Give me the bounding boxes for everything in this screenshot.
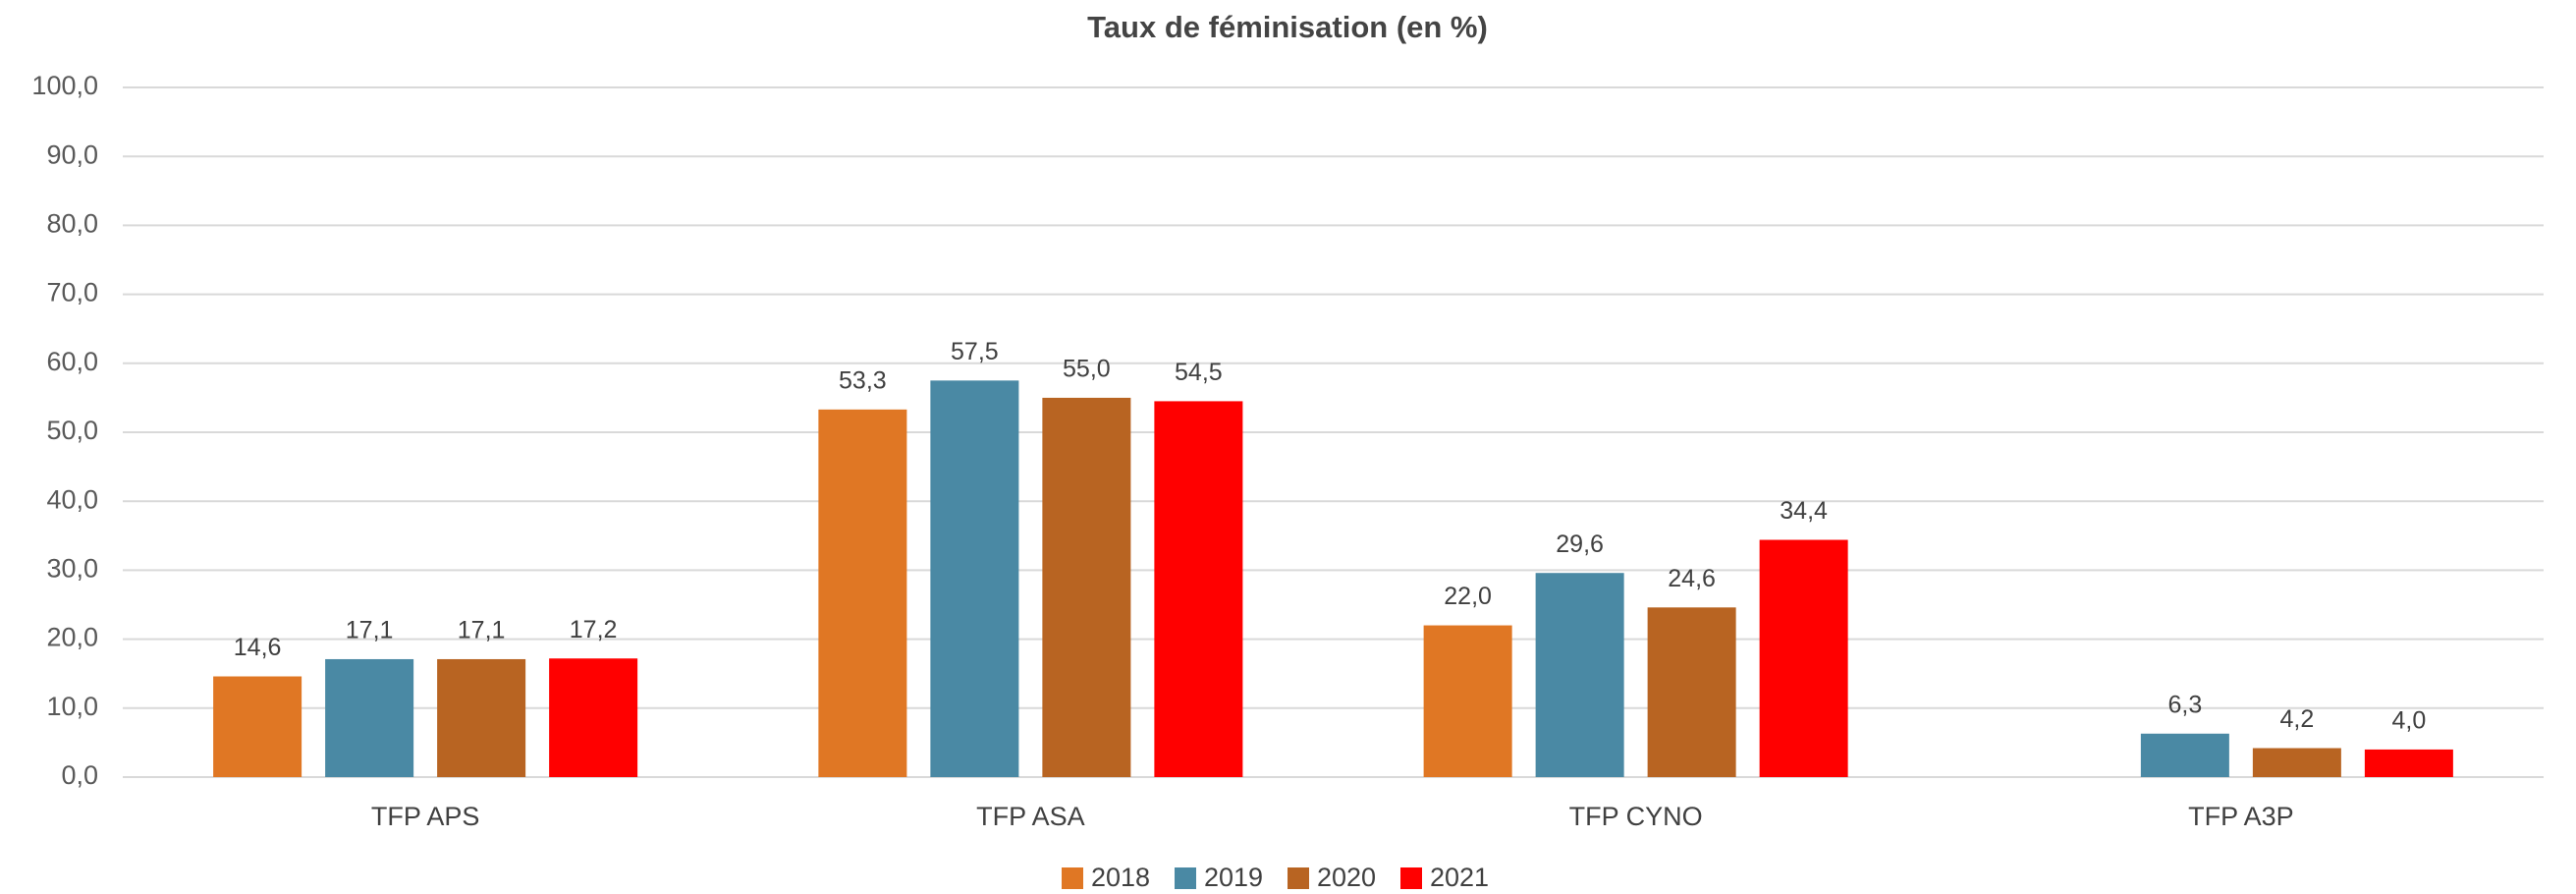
legend-label: 2021: [1430, 863, 1489, 892]
legend-label: 2020: [1317, 863, 1376, 892]
data-label: 55,0: [1063, 356, 1111, 383]
y-tick-label: 10,0: [46, 692, 98, 721]
legend-swatch: [1175, 867, 1196, 889]
y-tick-label: 100,0: [31, 71, 98, 100]
data-label: 17,1: [458, 617, 506, 644]
x-tick-label: TFP CYNO: [1569, 802, 1703, 831]
data-label: 57,5: [951, 338, 999, 365]
bar: [213, 676, 302, 777]
data-label: 4,2: [2279, 705, 2314, 733]
y-tick-label: 0,0: [61, 760, 98, 790]
bar: [1154, 401, 1243, 777]
bar: [1042, 397, 1131, 777]
y-tick-label: 80,0: [46, 209, 98, 239]
bar: [2140, 733, 2229, 777]
legend-label: 2019: [1204, 863, 1263, 892]
bar: [2364, 749, 2453, 777]
data-label: 22,0: [1444, 583, 1492, 610]
y-tick-label: 20,0: [46, 623, 98, 652]
data-label: 54,5: [1175, 359, 1223, 386]
legend-swatch: [1062, 867, 1083, 889]
legend-label: 2018: [1091, 863, 1150, 892]
bar: [1535, 573, 1624, 777]
y-tick-label: 30,0: [46, 554, 98, 584]
data-label: 17,2: [570, 616, 618, 643]
bar: [1423, 625, 1512, 777]
bar: [325, 658, 414, 777]
bar: [549, 658, 638, 777]
y-tick-label: 90,0: [46, 140, 98, 169]
y-tick-label: 50,0: [46, 416, 98, 445]
bar: [1759, 539, 1848, 777]
x-tick-label: TFP APS: [371, 802, 480, 831]
chart-title: Taux de féminisation (en %): [1087, 10, 1488, 44]
y-tick-label: 40,0: [46, 484, 98, 514]
bar: [818, 409, 907, 777]
data-label: 6,3: [2167, 691, 2202, 718]
legend-swatch: [1400, 867, 1422, 889]
data-label: 34,4: [1780, 497, 1828, 525]
bar: [930, 380, 1019, 777]
legend-swatch: [1288, 867, 1309, 889]
x-tick-label: TFP A3P: [2188, 802, 2294, 831]
bar: [2252, 748, 2341, 777]
bar: [1647, 607, 1736, 777]
data-label: 17,1: [346, 617, 394, 644]
bar: [437, 658, 526, 777]
data-label: 14,6: [234, 634, 282, 661]
y-tick-label: 70,0: [46, 278, 98, 307]
data-label: 4,0: [2391, 707, 2426, 735]
data-label: 29,6: [1556, 531, 1604, 558]
x-tick-label: TFP ASA: [976, 802, 1085, 831]
data-label: 24,6: [1668, 565, 1716, 592]
y-tick-label: 60,0: [46, 347, 98, 376]
data-label: 53,3: [839, 366, 887, 394]
